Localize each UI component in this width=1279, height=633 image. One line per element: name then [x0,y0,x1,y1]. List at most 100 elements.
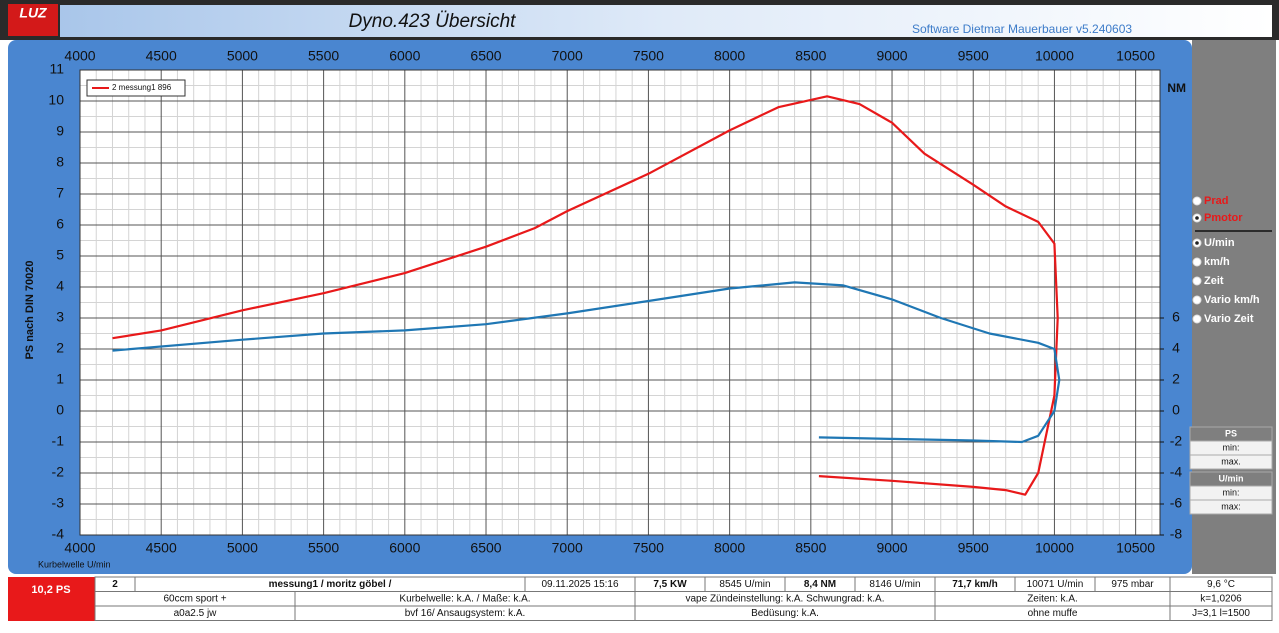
y2-tick-label: 2 [1172,371,1180,387]
y-tick-label: -4 [52,526,65,542]
x-tick-label: 4000 [64,48,95,64]
radio-button[interactable] [1192,314,1202,324]
table-text: 8,4 NM [804,579,836,590]
x-tick-label: 5000 [227,540,258,556]
radio-label: km/h [1204,256,1230,268]
y-tick-label: 0 [56,402,64,418]
x-tick-label: 9500 [958,540,989,556]
radio-label: Pmotor [1204,212,1243,224]
title: Dyno.423 Übersicht [349,11,517,32]
result-text: 10,2 PS [31,584,70,596]
x-tick-label: 4500 [146,48,177,64]
logo-text: LUZ [19,5,47,21]
y2-axis-label: NM [1167,81,1186,95]
radio-dot [1195,216,1199,220]
x-tick-label: 6500 [470,48,501,64]
table-text: 10071 U/min [1027,579,1084,590]
table-cell [1169,605,1273,621]
y-tick-label: -1 [52,433,65,449]
stats-text: max. [1221,456,1241,466]
radio-button[interactable] [1192,295,1202,305]
stats-cell [1189,499,1273,515]
x-tick-label: 7500 [633,48,664,64]
stats-text: U/min [1218,473,1243,483]
x-tick-label: 9000 [876,540,907,556]
table-text: 975 mbar [1111,579,1154,590]
x-tick-label: 6500 [470,540,501,556]
table-text: ohne muffe [1028,608,1078,619]
plot-border [79,69,1161,536]
table-text: 71,7 km/h [952,579,998,590]
y-tick-label: 11 [49,61,64,77]
table-text: Zeiten: k.A. [1027,594,1078,605]
y2-tick-label: 6 [1172,309,1180,325]
x-tick-label: 7500 [633,540,664,556]
major-grid [79,69,1161,536]
series-line [112,95,1059,496]
x-tick-label: 5500 [308,540,339,556]
radio-button[interactable] [1192,276,1202,286]
radio-dot [1195,241,1199,245]
radio-button[interactable] [1192,257,1202,267]
y-tick-label: 2 [56,340,64,356]
x-tick-label: 5500 [308,48,339,64]
x-tick-label: 9000 [876,48,907,64]
x-tick-label: 5000 [227,48,258,64]
radio-label: Zeit [1204,275,1224,287]
table-text: 2 [112,579,118,590]
x-tick-label: 8500 [795,540,826,556]
x-tick-label: 6000 [389,48,420,64]
x-axis-label: Kurbelwelle U/min [38,559,111,569]
x-tick-label: 8000 [714,540,745,556]
radio-label: Prad [1204,195,1228,207]
y2-tick-label: 0 [1172,402,1180,418]
stats-text: min: [1222,442,1239,452]
y-tick-label: 9 [56,123,64,139]
table-text: vape Zündeinstellung: k.A. Schwungrad: k… [685,594,884,605]
x-tick-label: 10000 [1035,540,1074,556]
x-tick-label: 7000 [552,48,583,64]
y2-tick-label: -4 [1170,464,1183,480]
stats-cell [1189,454,1273,470]
stats-text: max: [1221,501,1241,511]
x-tick-label: 8500 [795,48,826,64]
x-tick-label: 9500 [958,48,989,64]
y2-tick-label: 4 [1172,340,1180,356]
y2-tick-label: -8 [1170,526,1183,542]
table-text: 7,5 KW [653,579,687,590]
radio-label: U/min [1204,237,1235,249]
table-text: 8146 U/min [869,579,920,590]
series-line [112,281,1061,444]
x-tick-label: 4000 [64,540,95,556]
x-tick-label: 10000 [1035,48,1074,64]
x-tick-label: 6000 [389,540,420,556]
legend-label: 2 messung1 896 [112,83,172,92]
logo [8,4,58,36]
table-text: 8545 U/min [719,579,770,590]
y-tick-label: 1 [56,371,64,387]
table-text: k=1,0206 [1200,594,1242,605]
result-cell [8,577,95,621]
table-text: a0a2.5 jw [174,608,218,619]
y-tick-label: 5 [56,247,64,263]
table-text: Bedüsung: k.A. [751,608,819,619]
table-text: messung1 / moritz göbel / [269,579,392,590]
table-text: 9,6 °C [1207,579,1235,590]
y-tick-label: 10 [48,92,64,108]
stats-text: PS [1225,428,1237,438]
x-tick-label: 8000 [714,48,745,64]
y2-tick-label: -6 [1170,495,1183,511]
x-tick-label: 4500 [146,540,177,556]
y-tick-label: 4 [56,278,64,294]
y-tick-label: -3 [52,495,65,511]
y-tick-label: 3 [56,309,64,325]
y-tick-label: -2 [52,464,65,480]
y-tick-label: 7 [56,185,64,201]
software-version: Software Dietmar Mauerbauer v5.240603 [912,22,1132,36]
table-text: J=3,1 l=1500 [1192,608,1250,619]
overlay: 2 messung1 896 Prad Pmotor U/min km/h Zeit Var… [8,79,1273,621]
stats-text: min: [1222,487,1239,497]
table-text: Kurbelwelle: k.A. / Maße: k.A. [399,594,530,605]
radio-button[interactable] [1192,196,1202,206]
